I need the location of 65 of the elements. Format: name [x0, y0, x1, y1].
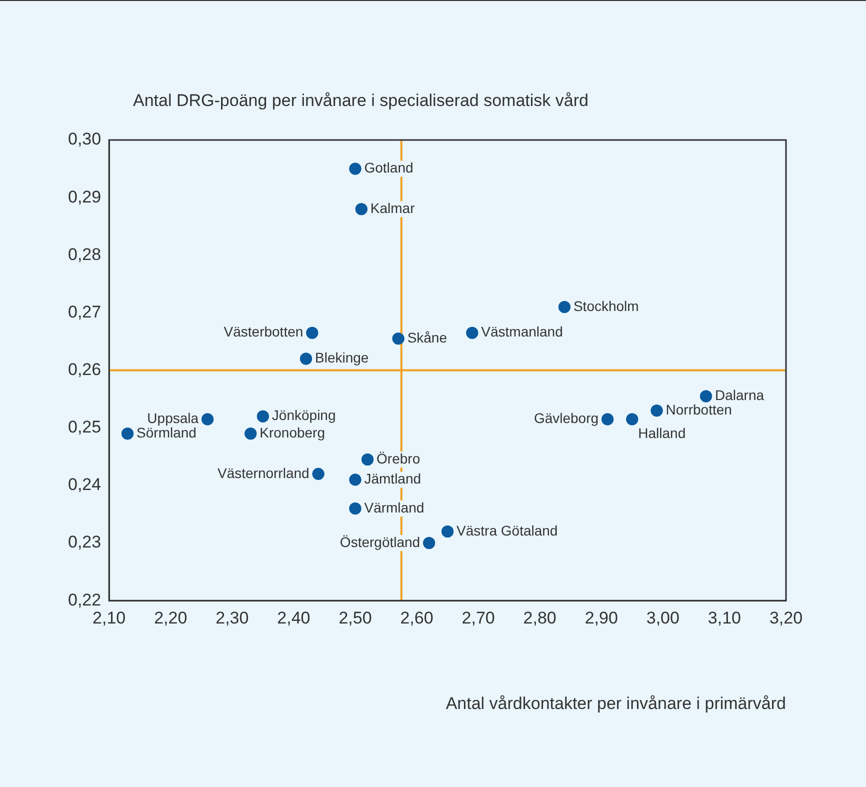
- y-axis-title: Antal DRG-poäng per invånare i specialiserad somatisk vård: [133, 91, 588, 110]
- point: [626, 413, 638, 426]
- annotation: Blekinge: [315, 350, 369, 366]
- y-tick-label: 0,24: [68, 475, 102, 494]
- point: [442, 526, 454, 538]
- point: [349, 474, 362, 486]
- point: [256, 410, 269, 422]
- point: [122, 428, 134, 440]
- x-tick-label: 2,90: [584, 608, 618, 628]
- annotation: Gotland: [364, 160, 414, 176]
- annotation: Sörmland: [136, 424, 196, 440]
- annotation: Halland: [638, 425, 686, 442]
- annotation: Jämtland: [364, 470, 422, 487]
- point: [355, 203, 368, 216]
- x-tick-label: 2,80: [523, 608, 556, 628]
- annotation: Västmanland: [481, 324, 563, 340]
- x-tick-label: 3,20: [769, 608, 803, 628]
- y-tick-label: 0,28: [68, 244, 102, 264]
- annotation: Jönköping: [272, 407, 336, 424]
- x-axis-title: Antal vårdkontakter per invånare i primärvård: [446, 694, 786, 713]
- y-tick-label: 0,22: [68, 590, 102, 610]
- annotation: Kalmar: [370, 200, 416, 216]
- x-tick-label: 2,50: [338, 608, 372, 628]
- annotation: Östergötland: [340, 534, 420, 550]
- y-tick-label: 0,23: [68, 532, 102, 552]
- point: [392, 332, 404, 345]
- annotation: Norrbotten: [666, 401, 732, 418]
- annotation: Värmland: [364, 499, 424, 516]
- point: [349, 162, 362, 175]
- x-tick-label: 2,60: [400, 608, 434, 628]
- annotation: Skåne: [407, 329, 448, 346]
- point: [244, 428, 257, 440]
- point: [700, 390, 712, 402]
- annotation: Västra Götaland: [456, 522, 558, 538]
- x-tick-label: 2,70: [462, 608, 495, 628]
- annotation: Stockholm: [573, 298, 639, 314]
- point: [602, 413, 614, 426]
- point: [466, 326, 478, 339]
- x-tick-label: 2,10: [92, 608, 126, 628]
- point: [300, 352, 312, 365]
- annotation: Västerbotten: [224, 324, 304, 340]
- annotation: Kronoberg: [260, 424, 326, 440]
- y-tick-label: 0,27: [68, 302, 102, 322]
- x-tick-label: 2,30: [216, 608, 249, 628]
- point: [362, 454, 374, 466]
- point: [312, 468, 324, 480]
- point: [202, 413, 214, 426]
- x-tick-label: 2,40: [277, 608, 310, 628]
- point: [423, 537, 436, 550]
- x-tick-label: 3,00: [646, 608, 680, 628]
- x-tick-label: 3,10: [708, 608, 742, 628]
- annotation: Dalarna: [715, 387, 764, 404]
- y-tick-label: 0,29: [68, 187, 102, 206]
- point: [650, 404, 663, 417]
- annotation: Västernorrland: [217, 464, 310, 481]
- point: [306, 326, 318, 339]
- point: [349, 502, 362, 514]
- y-tick-label: 0,26: [68, 360, 102, 379]
- annotation: Örebro: [376, 450, 420, 466]
- y-tick-label: 0,25: [68, 418, 102, 437]
- annotation: Uppsala: [147, 410, 199, 426]
- annotation: Gävleborg: [534, 410, 599, 426]
- x-tick-label: 2,20: [154, 608, 188, 628]
- point: [558, 300, 570, 313]
- y-tick-label: 0,30: [68, 130, 102, 149]
